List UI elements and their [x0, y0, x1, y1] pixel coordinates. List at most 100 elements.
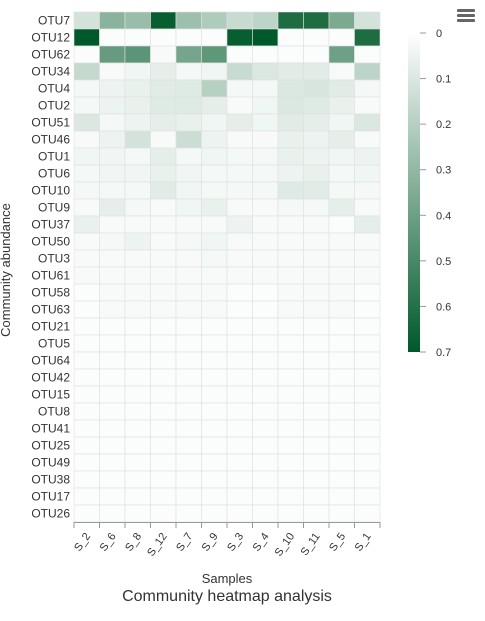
legend-gradient-bar [408, 33, 420, 352]
heatmap-cell [150, 147, 177, 166]
heatmap-cell [124, 453, 151, 472]
heatmap-cell [328, 283, 355, 302]
heatmap-cell [201, 334, 228, 353]
heatmap-cell [303, 351, 330, 370]
heatmap-cell [73, 266, 100, 285]
heatmap-cell [99, 317, 126, 336]
heatmap-cell [73, 317, 100, 336]
y-tick-label: OTU17 [31, 490, 70, 504]
heatmap-cell [277, 266, 304, 285]
y-tick-label: OTU15 [31, 388, 70, 402]
heatmap-cell [252, 11, 279, 30]
heatmap-cell [226, 402, 253, 421]
heatmap-cell [73, 96, 100, 115]
heatmap-cell [277, 164, 304, 183]
y-tick-label: OTU25 [31, 439, 70, 453]
heatmap-cell [328, 504, 355, 523]
heatmap-cell [328, 487, 355, 506]
legend-tick-label: 0.3 [436, 165, 451, 177]
heatmap-cell [303, 402, 330, 421]
heatmap-cell [354, 351, 381, 370]
heatmap-cell [328, 28, 355, 47]
heatmap-cell [328, 419, 355, 438]
heatmap-cell [124, 385, 151, 404]
heatmap-cell [201, 164, 228, 183]
heatmap-cell [124, 470, 151, 489]
heatmap-cell [73, 113, 100, 132]
heatmap-cell [354, 79, 381, 98]
heatmap-cell [252, 79, 279, 98]
heatmap-cell [277, 249, 304, 268]
heatmap-cell [73, 385, 100, 404]
heatmap-cell [201, 113, 228, 132]
heatmap-cell [226, 266, 253, 285]
heatmap-cell [252, 504, 279, 523]
heatmap-cell [277, 504, 304, 523]
heatmap-cell [328, 62, 355, 81]
heatmap-cell [226, 198, 253, 217]
heatmap-cell [73, 283, 100, 302]
heatmap-cell [328, 266, 355, 285]
heatmap-cell [277, 334, 304, 353]
heatmap-cell [303, 45, 330, 64]
heatmap-cell [277, 215, 304, 234]
heatmap-cell [150, 504, 177, 523]
heatmap-cell [124, 130, 151, 149]
y-tick-label: OTU37 [31, 218, 70, 232]
heatmap-cell [226, 351, 253, 370]
heatmap-cell [226, 28, 253, 47]
heatmap-cell [226, 79, 253, 98]
heatmap-cell [328, 453, 355, 472]
heatmap-cell [99, 436, 126, 455]
heatmap-cell [99, 470, 126, 489]
x-tick-label: S_7 [174, 531, 195, 554]
heatmap-cell [226, 317, 253, 336]
heatmap-cell [303, 79, 330, 98]
heatmap-cell [73, 402, 100, 421]
heatmap-cell [303, 11, 330, 30]
heatmap-cell [303, 113, 330, 132]
y-tick-label: OTU62 [31, 48, 70, 62]
heatmap-cell [124, 147, 151, 166]
heatmap-cell [99, 487, 126, 506]
x-tick-label: S_10 [273, 531, 298, 559]
heatmap-cell [124, 232, 151, 251]
heatmap-cell [328, 300, 355, 319]
heatmap-cell [175, 419, 202, 438]
heatmap-cell [252, 351, 279, 370]
heatmap-cell [175, 470, 202, 489]
heatmap-cell [124, 351, 151, 370]
heatmap-cell [175, 266, 202, 285]
heatmap-cell [175, 45, 202, 64]
heatmap-cell [150, 232, 177, 251]
heatmap-cell [303, 385, 330, 404]
y-tick-label: OTU6 [38, 167, 70, 181]
heatmap-cell [277, 28, 304, 47]
heatmap-cell [303, 130, 330, 149]
heatmap-cell [277, 300, 304, 319]
heatmap-cell [73, 181, 100, 200]
y-tick-label: OTU4 [38, 82, 70, 96]
heatmap-cell [99, 385, 126, 404]
heatmap-cell [124, 79, 151, 98]
heatmap-cell [73, 198, 100, 217]
hamburger-menu-icon[interactable] [455, 8, 477, 26]
heatmap-cell [226, 453, 253, 472]
heatmap-cell [150, 266, 177, 285]
heatmap-cell [226, 164, 253, 183]
heatmap-cell [252, 215, 279, 234]
y-tick-label: OTU10 [31, 184, 70, 198]
heatmap-cell [150, 283, 177, 302]
heatmap-cell [226, 130, 253, 149]
heatmap-cell [201, 368, 228, 387]
heatmap-cell [252, 147, 279, 166]
heatmap-cell [201, 419, 228, 438]
y-tick-label: OTU21 [31, 320, 70, 334]
heatmap-cell [252, 62, 279, 81]
heatmap-cell [226, 215, 253, 234]
heatmap-cell [99, 300, 126, 319]
heatmap-cell [150, 351, 177, 370]
heatmap-cell [73, 147, 100, 166]
heatmap-cell [303, 436, 330, 455]
x-axis-title: Samples [202, 571, 253, 586]
